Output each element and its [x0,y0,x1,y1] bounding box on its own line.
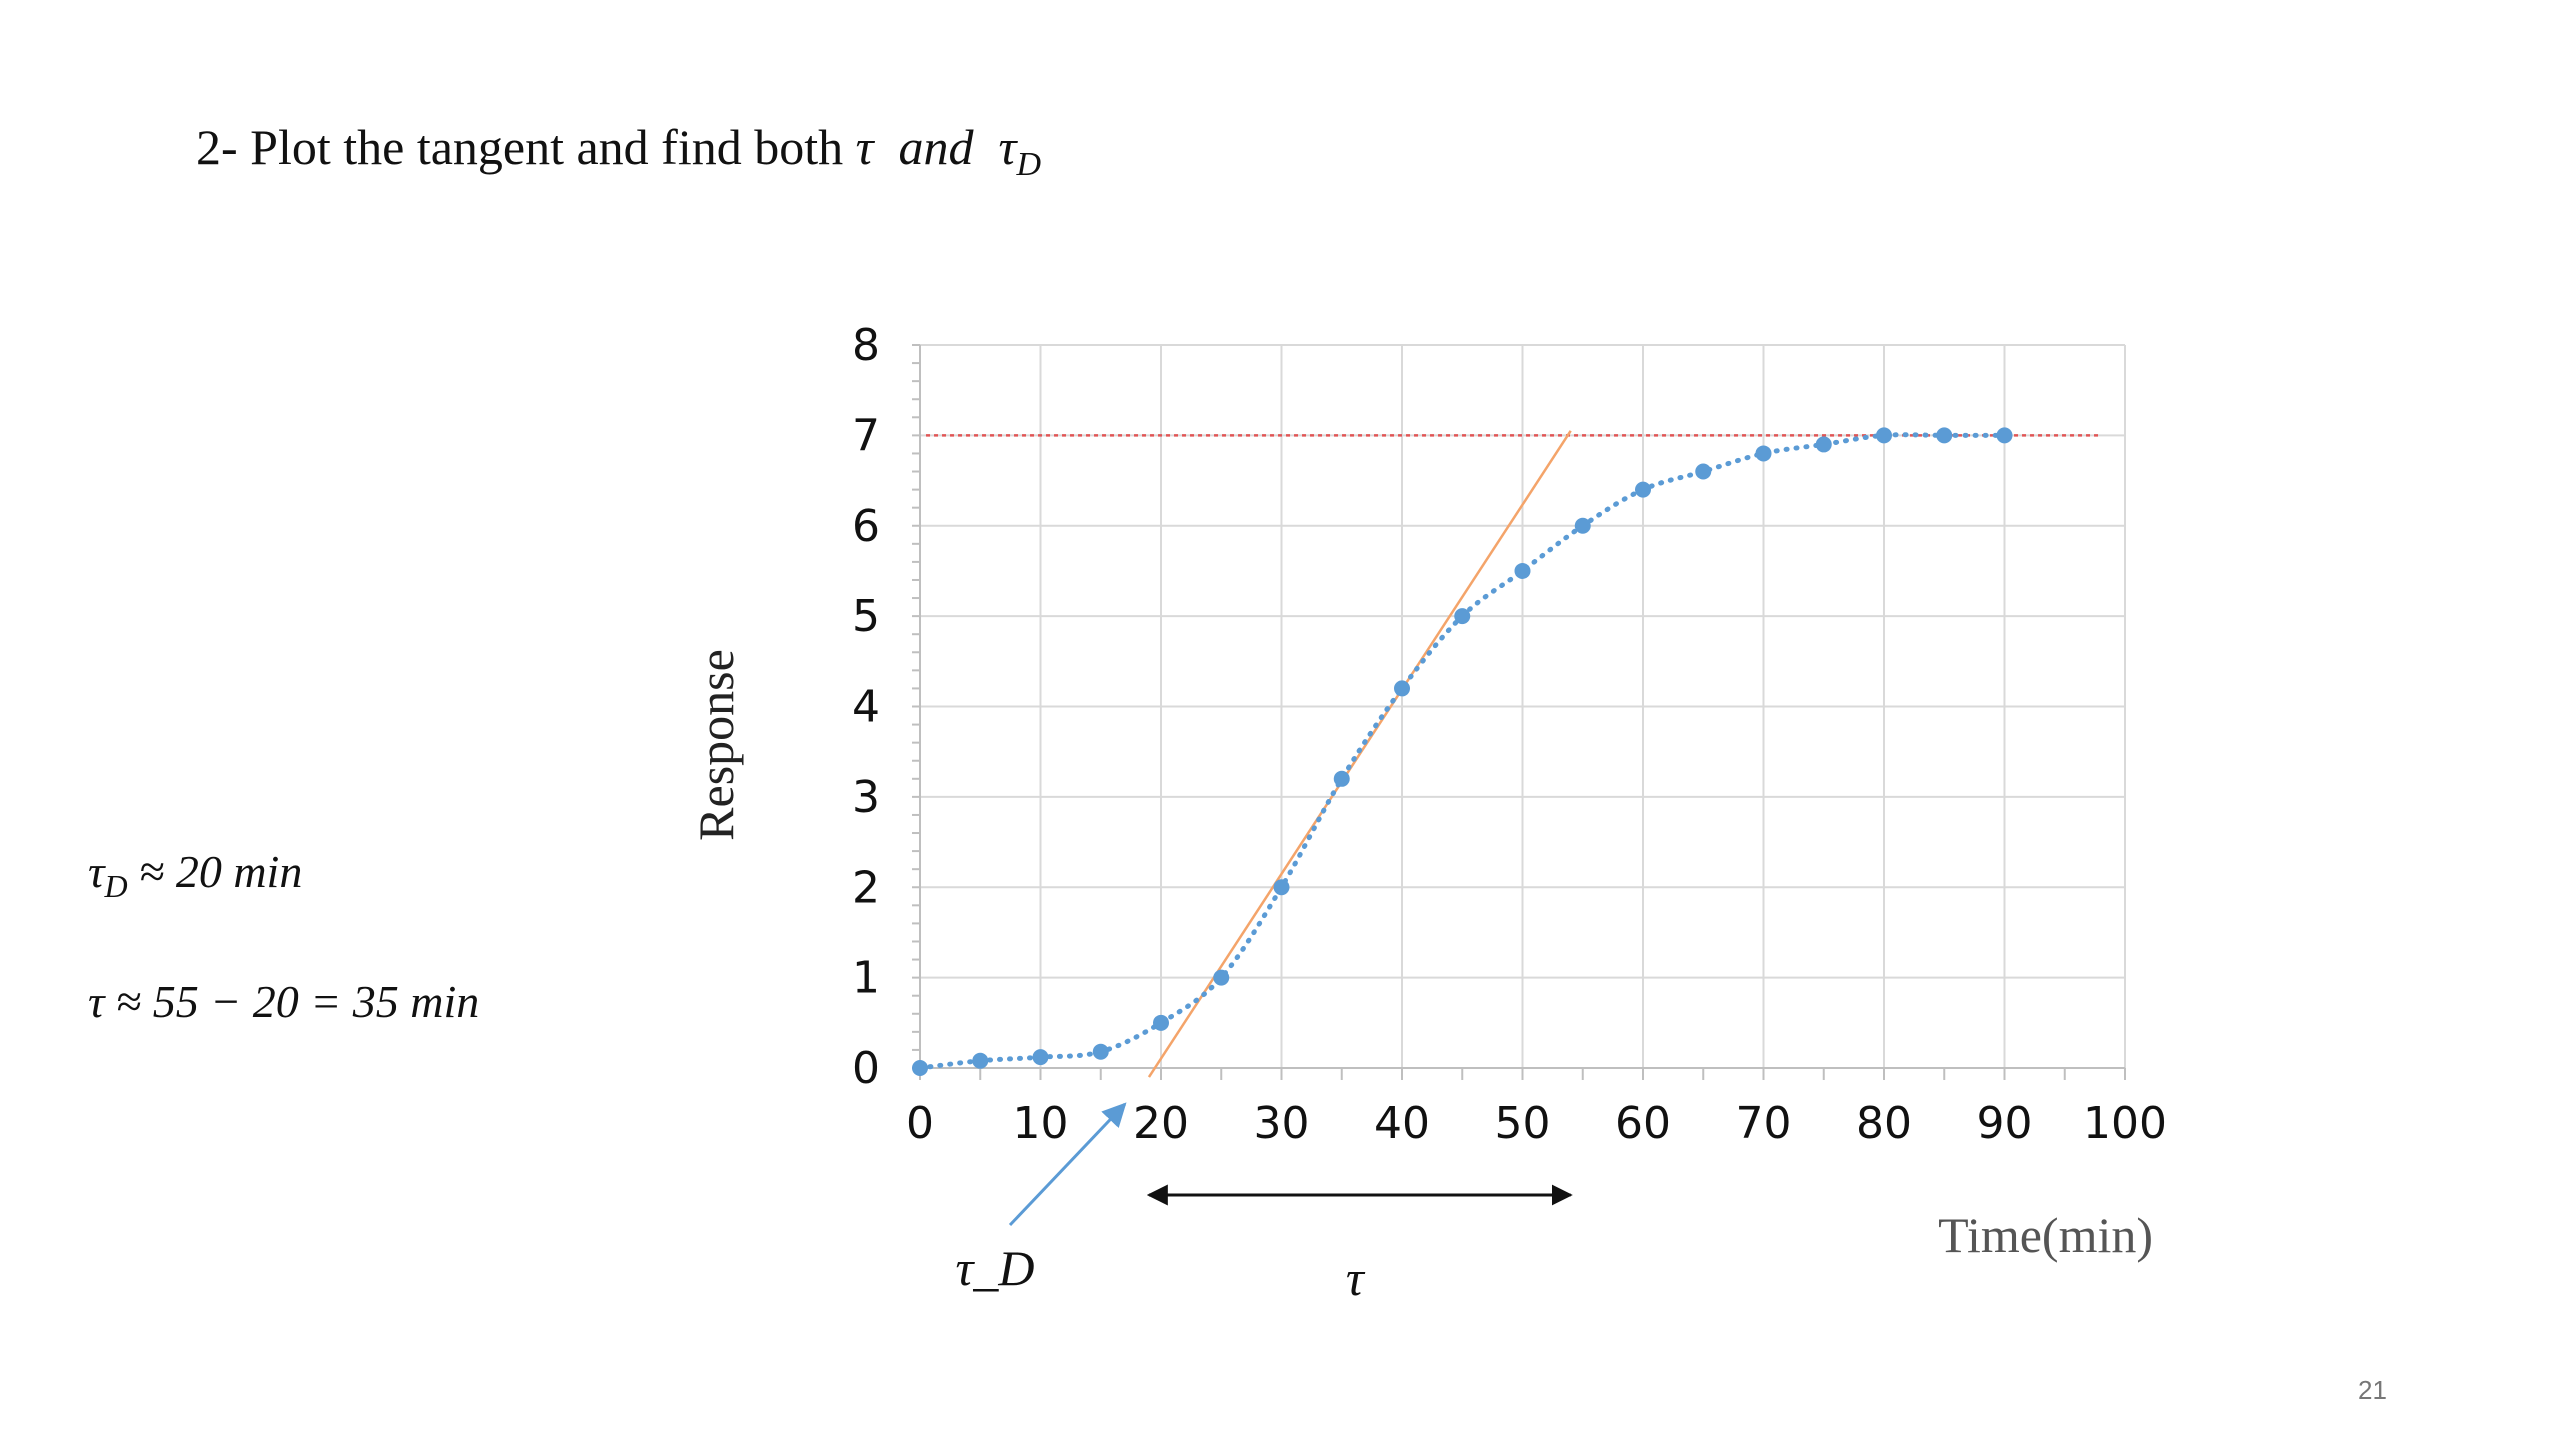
data-point [1394,680,1410,697]
x-tick-label: 20 [1133,1098,1189,1149]
tau-d-label: τ_D [955,1240,1034,1296]
x-tick-label: 70 [1736,1098,1792,1149]
page-number: 21 [2358,1375,2387,1405]
x-tick-label: 10 [1013,1098,1069,1149]
y-tick-label: 7 [852,410,880,461]
data-point [1454,608,1471,625]
x-tick-label: 60 [1615,1098,1671,1149]
chart-gridlines [919,344,2126,1069]
data-point [1333,770,1350,787]
heading-and-word: and [898,119,974,175]
eq-tau-d-subscript: D [104,868,128,905]
data-point [1153,1014,1169,1031]
data-point [1815,436,1832,453]
heading-tau-d-symbol: τ [998,119,1017,175]
y-tick-label: 8 [852,320,880,371]
y-tick-label: 6 [852,501,880,552]
y-tick-label: 5 [852,591,880,642]
x-tick-label: 80 [1856,1098,1912,1149]
equation-tau-d: τD ≈ 20 min [88,845,302,905]
data-point [972,1052,989,1069]
data-point [1273,879,1290,896]
slide-heading: 2- Plot the tangent and find both τ and … [196,118,1041,184]
x-tick-label: 100 [2083,1098,2167,1149]
series-trendline [917,432,2007,1071]
tau-d-pointer-arrow [1008,1102,1127,1227]
x-tick-label: 30 [1254,1098,1310,1149]
eq-tau-d-symbol: τ [88,846,105,897]
y-tick-label: 1 [852,953,880,1004]
y-tick-label: 3 [852,772,880,823]
x-axis-title: Time(min) [1938,1207,2153,1263]
data-point [1755,445,1772,462]
chart-series [912,427,2013,1076]
y-tick-label: 2 [852,862,880,913]
heading-tau-symbol: τ [855,119,874,175]
equation-tau: τ ≈ 55 − 20 = 35 min [88,976,480,1027]
data-point [1574,517,1591,534]
chart-axes [912,344,2126,1080]
y-tick-label: 4 [852,682,880,733]
eq-tau-d-value: ≈ 20 min [127,846,303,897]
tau-label: τ [1346,1250,1366,1306]
data-point [1936,427,1953,444]
data-point [1092,1043,1109,1060]
chart-reference-lines [926,430,2101,1078]
x-tick-label: 50 [1495,1098,1551,1149]
data-point [1635,481,1651,498]
chart-tick-labels: 0 10 20 30 40 50 60 70 80 90 100 0 1 2 3 4 5 6 7 8 [852,320,2167,1149]
data-point [912,1060,928,1076]
data-point [1032,1049,1049,1066]
data-point [1695,463,1712,480]
data-point [1213,969,1230,986]
x-tick-label: 40 [1374,1098,1430,1149]
tangent-line [1147,430,1572,1078]
x-tick-label: 90 [1977,1098,2033,1149]
heading-text: 2- Plot the tangent and find both [196,119,856,175]
data-point [1996,427,2013,444]
heading-tau-d-subscript: D [1016,146,1041,183]
chart-annotations: τ_D τ [955,1102,1573,1306]
data-point [1876,427,1892,444]
y-axis-title: Response [688,649,744,841]
data-point [1514,562,1531,579]
y-tick-label: 0 [852,1043,880,1094]
x-tick-label: 0 [906,1098,934,1149]
